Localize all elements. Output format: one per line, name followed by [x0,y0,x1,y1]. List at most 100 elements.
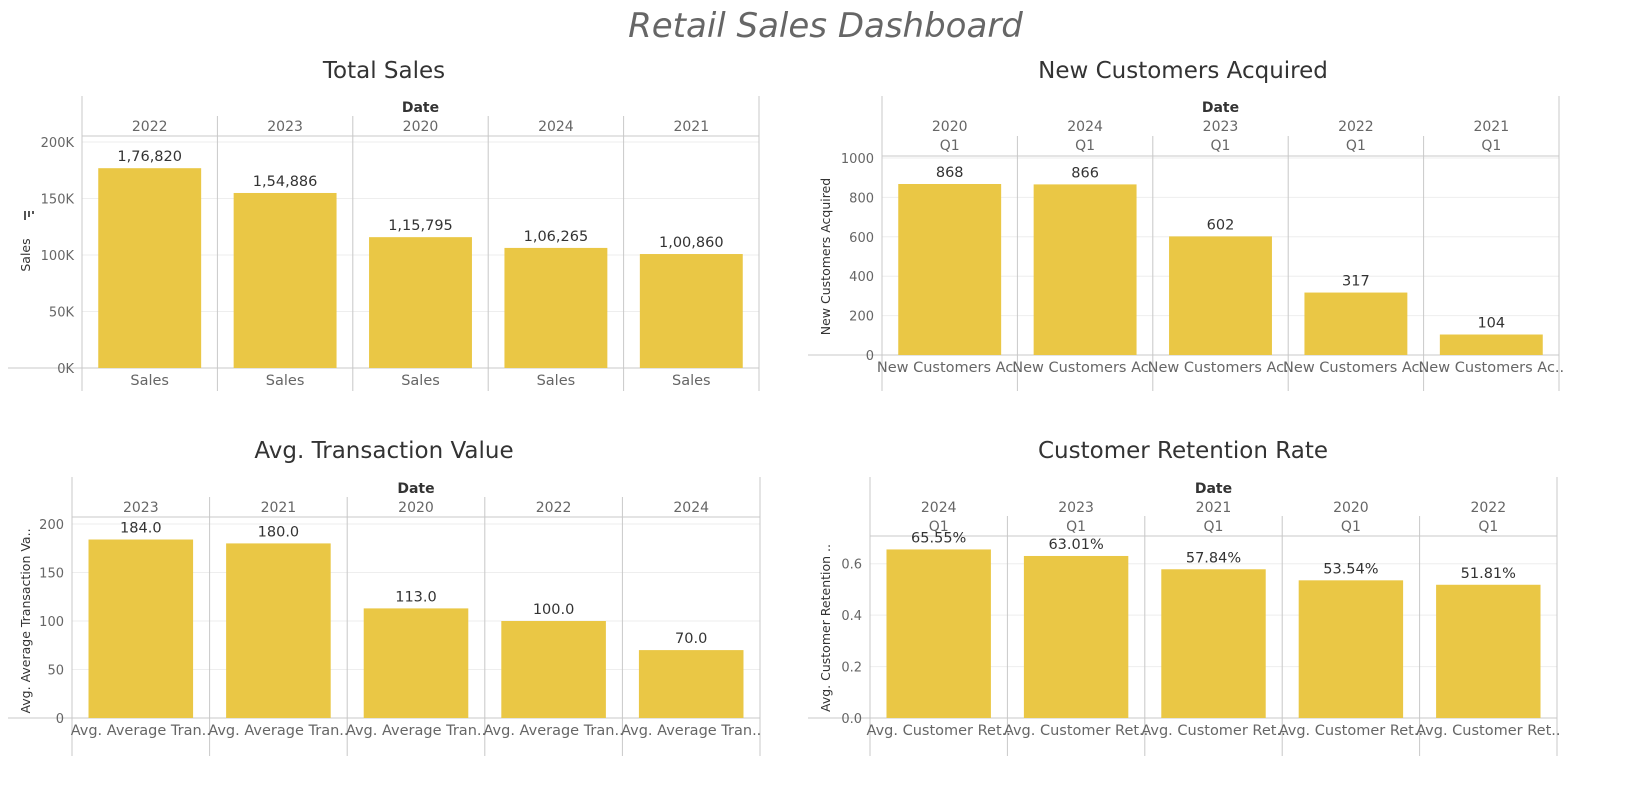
bar [1298,580,1404,718]
y-tick-label: 200 [39,518,64,533]
y-tick-label: 200 [849,310,874,325]
bar [1304,292,1408,355]
data-label: 1,15,795 [388,218,453,234]
header-title: Date [402,100,439,116]
chart-title: Customer Retention Rate [1038,438,1328,464]
footer-label: Sales [401,373,440,389]
bar [1161,569,1266,718]
footer-label: Avg. Average Tran.. [71,723,211,739]
y-tick-label: 50K [49,306,75,321]
column-header: 2023 [1203,119,1239,135]
column-subheader: Q1 [1341,519,1361,535]
column-header: 2023 [123,500,159,516]
data-label: 180.0 [258,524,300,540]
header-title: Date [1202,100,1239,116]
column-subheader: Q1 [1204,519,1224,535]
bar [363,608,469,718]
bar [98,168,202,368]
y-tick-label: 0.4 [841,609,862,624]
column-header: 2022 [1338,119,1374,135]
chart-title: Total Sales [322,58,446,84]
column-header: 2020 [1333,500,1369,516]
bar [638,650,744,718]
retention-rate-chart: Customer Retention Rate Date 2024 Q1 65.55%… [808,438,1560,768]
footer-label: Avg. Customer Ret.. [867,723,1011,739]
data-label: 100.0 [533,602,575,618]
total-sales-plot: Date 2022 1,76,820 Sales 2023 1,54,886 Sales 20… [8,96,760,391]
bar [88,539,194,718]
data-label: 53.54% [1323,561,1378,577]
column-header: 2024 [921,500,957,516]
dashboard-title: Retail Sales Dashboard [628,6,1023,46]
footer-label: Sales [130,373,169,389]
footer-label: New Customers Ac.. [1418,360,1564,376]
header-title: Date [1195,481,1232,497]
avg-transaction-chart: Avg. Transaction Value Date 2023 184.0 Avg.… [8,438,761,768]
y-tick-label: 0K [57,362,74,377]
data-label: 65.55% [911,530,966,546]
footer-label: Avg. Average Tran.. [621,723,761,739]
footer-label: New Customers Ac.. [1012,360,1158,376]
column-header: 2020 [403,119,439,135]
data-label: 70.0 [675,631,707,647]
bar [898,184,1002,355]
y-tick-label: 150K [41,193,75,208]
new-customers-plot: Date 2020 Q1 868 New Customers Ac.. 2024 Q1 866… [808,96,1564,391]
y-axis-label: Avg. Average Transaction Va.. [18,528,33,713]
column-header: 2021 [1473,119,1509,135]
data-label: 104 [1477,316,1505,332]
footer-label: Avg. Average Tran.. [208,723,348,739]
bar [886,549,991,718]
column-header: 2022 [536,500,572,516]
y-tick-label: 0 [866,349,874,364]
chart-title: New Customers Acquired [1038,58,1328,84]
sort-icon-bar [28,211,30,217]
column-subheader: Q1 [940,138,960,154]
y-axis-label: Sales [18,238,33,271]
footer-label: Sales [266,373,305,389]
column-header: 2022 [132,119,168,135]
y-tick-label: 0.2 [841,661,862,676]
column-header: 2020 [398,500,434,516]
footer-label: Avg. Customer Ret.. [1141,723,1285,739]
footer-label: Sales [672,373,711,389]
chart-title: Avg. Transaction Value [254,438,514,464]
y-axis-label: Avg. Customer Retention .. [818,544,833,712]
header-title: Date [397,481,434,497]
y-tick-label: 800 [849,191,874,206]
column-subheader: Q1 [1346,138,1366,154]
footer-label: New Customers Ac.. [1283,360,1429,376]
y-axis-label: New Customers Acquired [818,178,833,335]
y-tick-label: 200K [41,136,75,151]
bar [369,237,472,368]
bar [501,621,606,718]
column-header: 2020 [932,119,968,135]
column-header: 2024 [673,500,709,516]
bar [1439,334,1543,355]
sort-icon [24,211,34,220]
data-label: 1,00,860 [659,235,724,251]
column-header: 2021 [261,500,297,516]
column-subheader: Q1 [929,519,949,535]
data-label: 1,06,265 [524,229,589,245]
y-tick-label: 0.6 [841,558,862,573]
bar [1023,555,1129,718]
footer-label: Sales [537,373,576,389]
new-customers-chart: New Customers Acquired Date 2020 Q1 868 New … [808,58,1564,398]
data-label: 63.01% [1048,537,1103,553]
data-label: 1,54,886 [253,174,318,190]
avg-transaction-plot: Date 2023 184.0 Avg. Average Tran.. 2021 180.… [8,477,761,756]
sort-icon-bar [24,211,26,220]
data-label: 602 [1207,217,1235,233]
column-header: 2023 [267,119,303,135]
bar [504,247,608,368]
data-label: 866 [1071,165,1099,181]
column-subheader: Q1 [1481,138,1501,154]
data-label: 51.81% [1461,566,1516,582]
bar [226,543,331,718]
column-subheader: Q1 [1211,138,1231,154]
bar [1169,236,1272,355]
bar [233,192,337,368]
column-header: 2021 [673,119,709,135]
